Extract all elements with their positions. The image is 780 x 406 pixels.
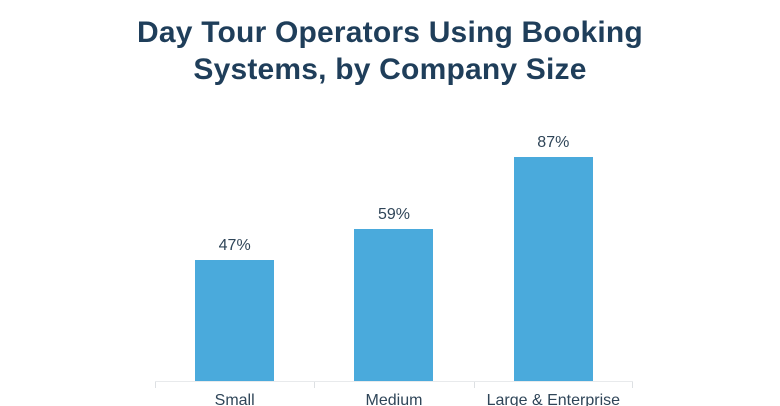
bar: [513, 157, 593, 381]
x-axis-tick: [473, 382, 475, 388]
bar-value-label: 59%: [377, 206, 410, 223]
category-label: Large & Enterprise: [486, 392, 621, 406]
bar-group: 59%: [314, 206, 473, 381]
plot-area: 47% 59% 87% Small Medium Large & Enterprise: [155, 119, 633, 406]
bar-value-label: 87%: [537, 134, 570, 151]
category-label: Small: [214, 392, 255, 406]
bar: [195, 260, 275, 381]
bar-group: 47%: [155, 237, 314, 381]
x-axis-tick: [155, 382, 156, 388]
bar-value-label: 47%: [218, 237, 251, 254]
x-axis-line: [155, 381, 633, 382]
bars-container: 47% 59% 87%: [155, 119, 633, 381]
chart-title: Day Tour Operators Using Booking Systems…: [137, 16, 643, 86]
category-label: Medium: [365, 392, 423, 406]
chart-canvas: Day Tour Operators Using Booking Systems…: [0, 14, 780, 406]
bar-group: 87%: [474, 134, 633, 381]
bar: [354, 229, 434, 381]
category-labels-row: Small Medium Large & Enterprise: [155, 382, 633, 406]
x-axis-tick: [314, 382, 316, 388]
x-axis-tick: [632, 382, 633, 388]
